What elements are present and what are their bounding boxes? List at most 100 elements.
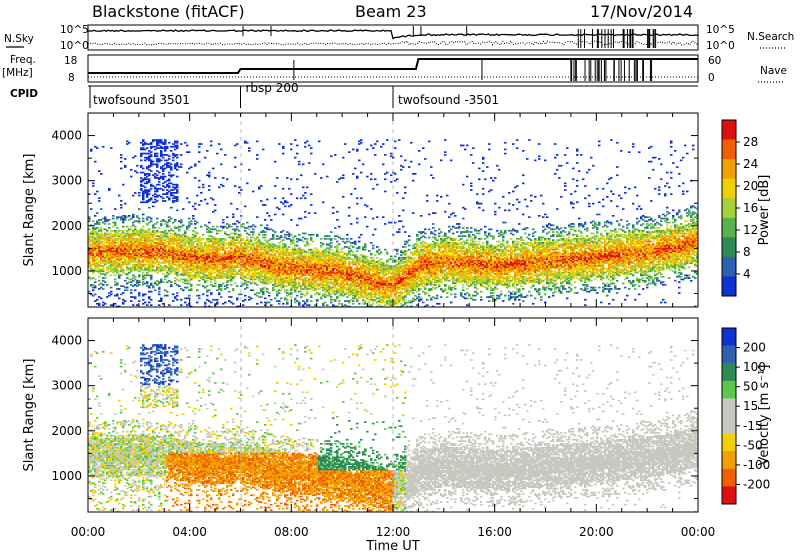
power-cell bbox=[136, 267, 139, 270]
power-cell bbox=[264, 236, 267, 239]
power-cell bbox=[146, 167, 149, 170]
power-cell bbox=[154, 223, 157, 225]
power-cell bbox=[124, 286, 127, 289]
power-cell bbox=[194, 177, 197, 179]
power-cell bbox=[90, 263, 93, 266]
power-cell bbox=[158, 246, 161, 248]
power-cell bbox=[146, 192, 149, 194]
power-cell bbox=[116, 246, 119, 248]
power-cell bbox=[134, 289, 137, 292]
power-cell bbox=[130, 247, 133, 250]
power-cell bbox=[112, 221, 115, 224]
power-cell bbox=[170, 259, 173, 262]
power-cell bbox=[94, 160, 97, 163]
power-cell bbox=[158, 159, 161, 162]
power-cell bbox=[234, 166, 237, 168]
power-cell bbox=[118, 229, 121, 232]
cpid-entry-label: twofsound 3501 bbox=[93, 93, 190, 107]
power-cell bbox=[140, 181, 143, 183]
power-cell bbox=[112, 261, 115, 263]
power-cell bbox=[134, 275, 137, 278]
power-cell bbox=[146, 304, 149, 306]
power-cell bbox=[140, 246, 143, 248]
power-cell bbox=[92, 240, 95, 243]
power-cell bbox=[158, 290, 161, 293]
power-cell bbox=[104, 235, 107, 237]
power-cell bbox=[144, 255, 147, 258]
power-cell bbox=[98, 229, 101, 232]
power-cell bbox=[284, 205, 287, 208]
power-cell bbox=[282, 187, 285, 190]
power-cell bbox=[166, 255, 169, 258]
power-cell bbox=[102, 267, 105, 270]
power-cell bbox=[338, 300, 341, 302]
power-cell bbox=[146, 247, 149, 250]
power-cell bbox=[162, 255, 165, 258]
power-cell bbox=[128, 219, 131, 221]
power-cell bbox=[100, 254, 103, 256]
power-cell bbox=[134, 250, 137, 252]
power-cell bbox=[134, 228, 137, 231]
power-cell bbox=[168, 273, 171, 275]
power-cell bbox=[168, 141, 171, 144]
power-cell bbox=[114, 265, 117, 267]
power-cell bbox=[152, 252, 155, 255]
power-cell bbox=[152, 263, 155, 266]
power-cell bbox=[104, 259, 107, 262]
power-cell bbox=[142, 281, 145, 283]
power-cell bbox=[140, 266, 143, 269]
power-cell bbox=[166, 196, 169, 198]
power-cell bbox=[138, 248, 141, 251]
power-cell bbox=[102, 244, 105, 247]
power-cell bbox=[96, 252, 99, 255]
power-cell bbox=[126, 244, 129, 247]
power-cell bbox=[188, 151, 191, 153]
power-cell bbox=[128, 233, 131, 236]
power-cell bbox=[140, 235, 143, 237]
power-cell bbox=[154, 281, 157, 283]
power-cell bbox=[160, 196, 163, 198]
power-cell bbox=[250, 239, 253, 241]
power-cell bbox=[144, 143, 147, 145]
power-cell bbox=[156, 140, 159, 143]
power-cell bbox=[160, 298, 163, 301]
power-cell bbox=[132, 251, 135, 254]
power-cell bbox=[154, 248, 157, 251]
power-cell bbox=[102, 243, 105, 246]
power-cell bbox=[130, 292, 133, 294]
power-cell bbox=[194, 208, 197, 210]
power-cell bbox=[110, 259, 113, 262]
power-cell bbox=[224, 231, 227, 233]
power-cell bbox=[164, 259, 167, 262]
power-cell bbox=[164, 278, 167, 281]
power-cell bbox=[132, 233, 135, 236]
power-cell bbox=[94, 215, 97, 217]
power-cell bbox=[154, 145, 157, 148]
power-cell bbox=[112, 239, 115, 241]
power-cell bbox=[158, 243, 161, 246]
power-cell bbox=[144, 189, 147, 191]
power-cell bbox=[162, 220, 165, 223]
power-cell bbox=[134, 252, 137, 255]
power-cell bbox=[110, 244, 113, 247]
power-cell bbox=[120, 251, 123, 254]
power-cell bbox=[132, 215, 135, 217]
power-cell bbox=[118, 235, 121, 237]
power-cell bbox=[198, 294, 201, 297]
power-cell bbox=[88, 251, 91, 254]
power-cell bbox=[164, 150, 167, 152]
power-cell bbox=[154, 173, 157, 175]
power-cell bbox=[164, 235, 167, 237]
power-cell bbox=[152, 285, 155, 287]
power-cell bbox=[324, 301, 327, 304]
power-cell bbox=[90, 239, 93, 241]
power-cell bbox=[330, 244, 333, 247]
power-cell bbox=[144, 152, 147, 155]
power-cell bbox=[116, 252, 119, 255]
power-cell bbox=[192, 215, 195, 217]
power-cell bbox=[102, 247, 105, 250]
power-cell bbox=[138, 279, 141, 282]
power-cell bbox=[206, 285, 209, 287]
power-cell bbox=[142, 196, 145, 198]
power-cell bbox=[246, 286, 249, 289]
